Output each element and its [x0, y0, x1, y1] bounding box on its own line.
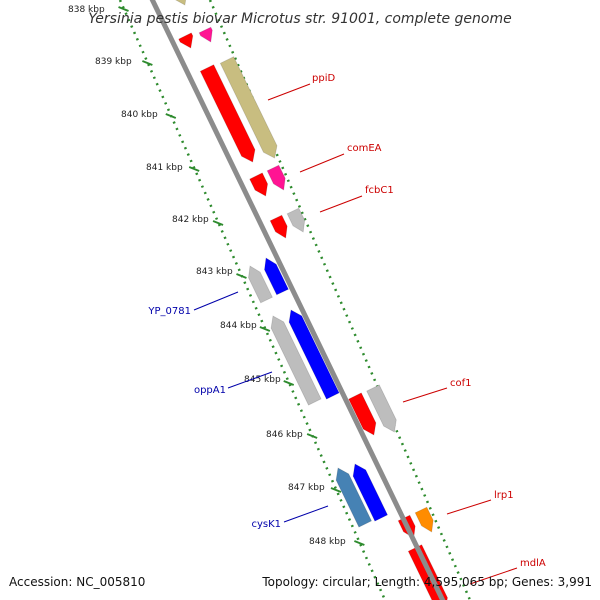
gene-leader-line	[267, 83, 311, 101]
major-tick	[118, 6, 129, 12]
gene-feature-blue-3	[352, 463, 389, 522]
gene-label-oppa1: oppA1	[194, 385, 226, 396]
gene-leader-line	[193, 291, 239, 311]
gene-label-cysk1: cysK1	[251, 519, 281, 530]
gene-feature-blue-1	[264, 257, 289, 296]
gene-leader-line	[402, 387, 448, 403]
genome-title: Yersinia pestis biovar Microtus str. 910…	[88, 11, 511, 27]
gene-leader-line	[446, 499, 492, 515]
kbp-label: 843 kbp	[196, 267, 233, 277]
gene-feature-comEA	[266, 164, 286, 191]
gene-feature-red-top	[178, 32, 194, 49]
gene-leader-line	[227, 371, 273, 389]
gene-feature-cof1	[348, 392, 377, 436]
gene-leader-line	[319, 195, 363, 213]
kbp-labels: 838 kbp 839 kbp 840 kbp 841 kbp 842 kbp 843 k…	[68, 5, 346, 547]
gene-features	[175, 0, 448, 600]
gene-feature-red-2	[249, 172, 269, 197]
gene-feature-cysK1	[335, 467, 373, 528]
gene-leader-line	[283, 505, 329, 523]
major-tick	[283, 380, 295, 386]
gene-leader-line	[469, 567, 518, 585]
major-tick	[306, 433, 318, 439]
major-tick	[330, 487, 342, 493]
kbp-label: 838 kbp	[68, 5, 105, 15]
tick-marks	[118, 0, 472, 600]
gene-feature-olive-top	[175, 0, 187, 6]
gene-label-cof1: cof1	[450, 378, 472, 389]
kbp-label: 846 kbp	[266, 430, 303, 440]
kbp-label: 839 kbp	[95, 57, 132, 67]
gene-feature-lrp1	[414, 506, 434, 533]
gene-label-lrp1: lrp1	[494, 490, 514, 501]
kbp-label: 844 kbp	[220, 321, 257, 331]
major-tick	[188, 166, 200, 172]
gene-label-mdla: mdlA	[520, 558, 546, 569]
kbp-label: 848 kbp	[309, 537, 346, 547]
kbp-label: 841 kbp	[146, 163, 183, 173]
gene-label-ppid: ppiD	[312, 73, 335, 84]
kbp-label: 845 kbp	[244, 375, 281, 385]
major-tick	[142, 60, 153, 66]
major-tick	[259, 326, 271, 332]
gene-feature-ppiD	[199, 64, 256, 163]
kbp-label: 847 kbp	[288, 483, 325, 493]
gene-feature-YP_0781-grey	[248, 265, 273, 304]
gene-feature-grey-2	[366, 384, 397, 433]
kbp-label: 842 kbp	[172, 215, 209, 225]
kbp-label: 840 kbp	[121, 110, 158, 120]
gene-labels: ppiD comEA fcbC1 YP_0781 oppA1 cof1 cysK1 lrp1 m…	[147, 73, 546, 585]
major-tick	[354, 540, 365, 546]
major-tick	[165, 113, 177, 119]
gene-leader-line	[299, 153, 345, 173]
gene-label-comea: comEA	[347, 143, 382, 154]
topology-text: Topology: circular; Length: 4,595,065 bp…	[262, 575, 592, 589]
accession-text: Accession: NC_005810	[9, 575, 146, 589]
gene-label-fcbc1: fcbC1	[365, 185, 394, 196]
gene-feature-fcbC1	[269, 214, 288, 239]
major-tick	[236, 273, 247, 279]
major-tick	[212, 220, 224, 226]
gene-feature-pink-top	[198, 26, 213, 43]
reverse-tick-track	[118, 0, 387, 600]
gene-feature-blue-2	[288, 309, 340, 400]
gene-label-yp_0781: YP_0781	[147, 306, 191, 317]
gene-feature-oppA1	[270, 315, 322, 406]
gene-feature-olive	[219, 56, 278, 159]
genome-backbone	[149, 0, 446, 600]
gene-feature-grey-1	[286, 207, 306, 233]
